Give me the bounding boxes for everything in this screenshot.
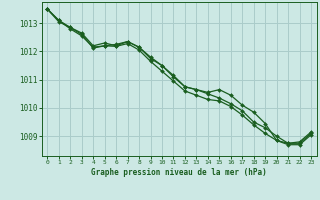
X-axis label: Graphe pression niveau de la mer (hPa): Graphe pression niveau de la mer (hPa) [91, 168, 267, 177]
